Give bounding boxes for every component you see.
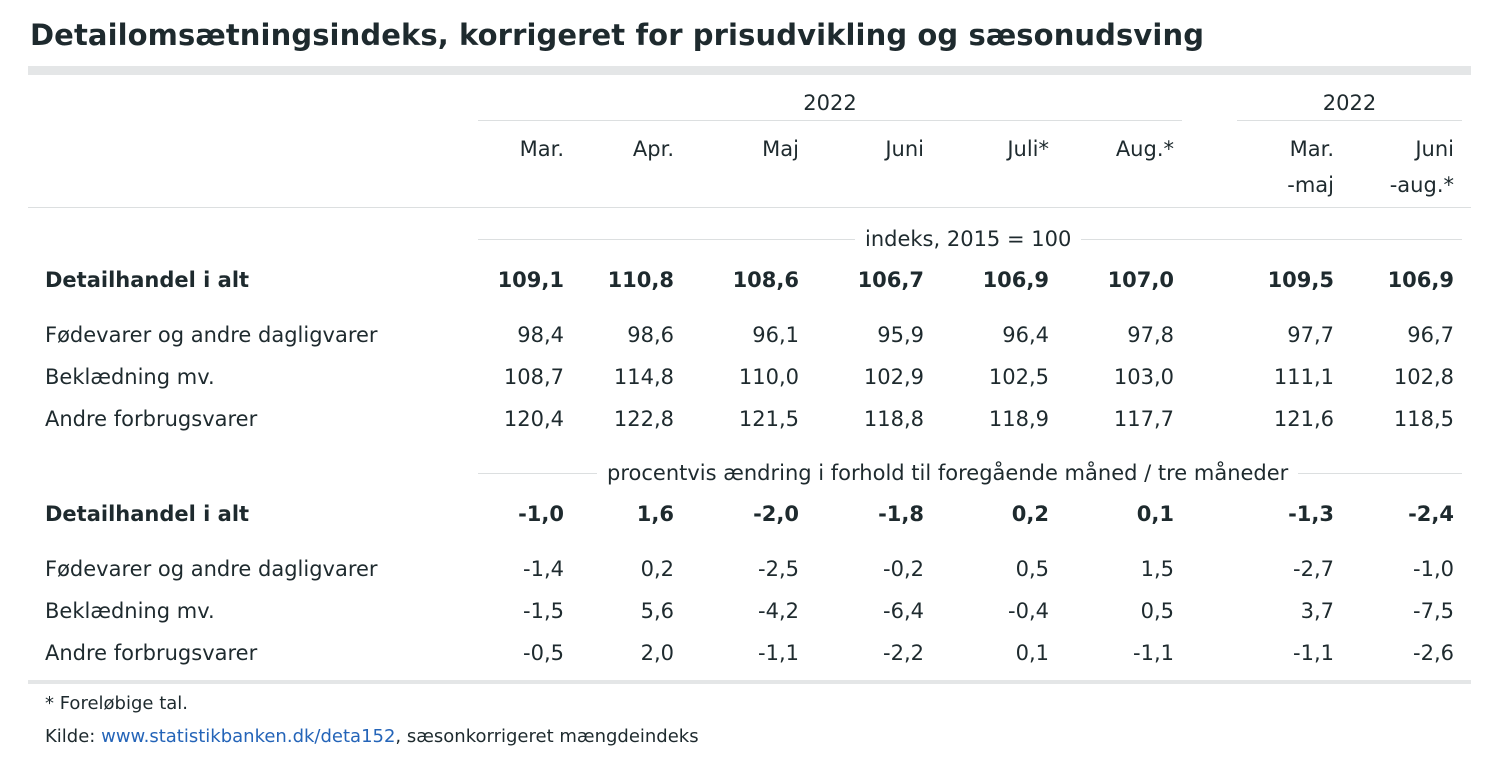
cell-value: 110,0	[738, 365, 799, 389]
cell-value: -0,4	[1008, 599, 1049, 623]
cell-value: 98,6	[627, 323, 674, 347]
cell-value: -1,5	[523, 599, 564, 623]
cell-value: -4,2	[758, 599, 799, 623]
col-header-juni-aug-line1: Juni	[1415, 137, 1454, 161]
row-label: Fødevarer og andre dagligvarer	[45, 323, 378, 347]
cell-value: 2,0	[640, 641, 674, 665]
cell-value: 96,1	[752, 323, 799, 347]
year-header-left: 2022	[803, 91, 857, 115]
cell-value: -2,5	[758, 557, 799, 581]
col-header-juni: Juni	[885, 137, 924, 161]
footnote: * Foreløbige tal.	[45, 693, 188, 714]
cell-value: 102,9	[863, 365, 924, 389]
cell-value: 122,8	[613, 407, 674, 431]
cell-value: 110,8	[607, 268, 674, 292]
cell-value: 97,7	[1287, 323, 1334, 347]
cell-value: -1,1	[1133, 641, 1174, 665]
cell-value: -2,7	[1293, 557, 1334, 581]
cell-value: 96,7	[1407, 323, 1454, 347]
cell-value: 0,2	[1011, 502, 1049, 526]
cell-value: -7,5	[1413, 599, 1454, 623]
cell-value: -2,4	[1408, 502, 1454, 526]
year-header-left-rule	[478, 120, 1182, 121]
cell-value: -6,4	[883, 599, 924, 623]
source-line: Kilde: www.statistikbanken.dk/deta152, s…	[45, 726, 699, 747]
cell-value: 96,4	[1002, 323, 1049, 347]
cell-value: -2,6	[1413, 641, 1454, 665]
cell-value: 98,4	[517, 323, 564, 347]
year-header-right: 2022	[1322, 91, 1377, 115]
cell-value: -1,8	[878, 502, 924, 526]
cell-value: -1,3	[1288, 502, 1334, 526]
cell-value: 106,9	[1387, 268, 1454, 292]
cell-value: 106,7	[857, 268, 924, 292]
section-change-label: procentvis ændring i forhold til foregåe…	[597, 460, 1299, 486]
cell-value: 106,9	[982, 268, 1049, 292]
row-label: Detailhandel i alt	[45, 268, 250, 292]
cell-value: 0,1	[1015, 641, 1049, 665]
cell-value: 117,7	[1113, 407, 1174, 431]
cell-value: -0,5	[523, 641, 564, 665]
bottom-divider	[28, 680, 1471, 684]
cell-value: 118,5	[1393, 407, 1454, 431]
page-title: Detailomsætningsindeks, korrigeret for p…	[30, 18, 1205, 52]
cell-value: 109,1	[497, 268, 564, 292]
row-label: Detailhandel i alt	[45, 502, 250, 526]
cell-value: 0,2	[640, 557, 674, 581]
cell-value: 108,7	[503, 365, 564, 389]
cell-value: -1,1	[1293, 641, 1334, 665]
year-header-right-rule	[1237, 120, 1462, 121]
source-suffix: , sæsonkorrigeret mængdeindeks	[395, 726, 699, 747]
cell-value: 0,5	[1140, 599, 1174, 623]
cell-value: 121,6	[1273, 407, 1334, 431]
cell-value: 1,6	[636, 502, 674, 526]
cell-value: -0,2	[883, 557, 924, 581]
cell-value: 107,0	[1107, 268, 1174, 292]
source-link[interactable]: www.statistikbanken.dk/deta152	[101, 726, 396, 747]
source-prefix: Kilde:	[45, 726, 102, 747]
col-header-juni-aug-line2: -aug.*	[1389, 173, 1454, 197]
row-label: Fødevarer og andre dagligvarer	[45, 557, 378, 581]
cell-value: 95,9	[877, 323, 924, 347]
cell-value: 0,1	[1136, 502, 1174, 526]
col-header-apr: Apr.	[632, 137, 674, 161]
col-header-mar-maj-line1: Mar.	[1289, 137, 1334, 161]
cell-value: 109,5	[1267, 268, 1334, 292]
cell-value: 118,9	[988, 407, 1049, 431]
cell-value: -1,0	[518, 502, 564, 526]
cell-value: 121,5	[738, 407, 799, 431]
cell-value: -1,4	[523, 557, 564, 581]
cell-value: 103,0	[1113, 365, 1174, 389]
cell-value: 102,8	[1393, 365, 1454, 389]
cell-value: -2,0	[753, 502, 799, 526]
top-divider	[28, 66, 1471, 75]
cell-value: 111,1	[1273, 365, 1334, 389]
cell-value: 97,8	[1127, 323, 1174, 347]
cell-value: 5,6	[640, 599, 674, 623]
row-label: Andre forbrugsvarer	[45, 641, 258, 665]
row-label: Andre forbrugsvarer	[45, 407, 258, 431]
row-label: Beklædning mv.	[45, 599, 215, 623]
section-index-label: indeks, 2015 = 100	[855, 226, 1082, 252]
cell-value: 108,6	[732, 268, 799, 292]
cell-value: -1,1	[758, 641, 799, 665]
cell-value: 0,5	[1015, 557, 1049, 581]
cell-value: 1,5	[1140, 557, 1174, 581]
cell-value: 118,8	[863, 407, 924, 431]
col-header-mar: Mar.	[519, 137, 564, 161]
cell-value: 120,4	[503, 407, 564, 431]
col-header-aug: Aug.*	[1115, 137, 1174, 161]
col-header-mar-maj-line2: -maj	[1287, 173, 1334, 197]
cell-value: 102,5	[988, 365, 1049, 389]
cell-value: -2,2	[883, 641, 924, 665]
cell-value: 3,7	[1300, 599, 1334, 623]
col-header-juli: Juli*	[1007, 137, 1049, 161]
cell-value: 114,8	[613, 365, 674, 389]
row-label: Beklædning mv.	[45, 365, 215, 389]
col-header-maj: Maj	[762, 137, 799, 161]
header-bottom-rule	[28, 207, 1471, 208]
cell-value: -1,0	[1413, 557, 1454, 581]
